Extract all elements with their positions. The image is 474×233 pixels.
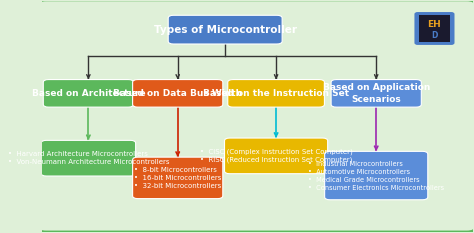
FancyBboxPatch shape xyxy=(43,79,134,107)
Text: Based on Application
Scenarios: Based on Application Scenarios xyxy=(322,83,430,104)
FancyBboxPatch shape xyxy=(168,15,282,44)
FancyBboxPatch shape xyxy=(41,140,136,176)
FancyBboxPatch shape xyxy=(331,79,421,107)
FancyBboxPatch shape xyxy=(133,157,223,199)
FancyBboxPatch shape xyxy=(37,0,474,232)
FancyBboxPatch shape xyxy=(416,13,454,44)
Text: •  CISC (Complex Instruction Set Computer)
•  RISC (Reduced Instruction Set Comp: • CISC (Complex Instruction Set Computer… xyxy=(200,148,353,163)
FancyBboxPatch shape xyxy=(419,15,449,42)
Text: •  8-bit Microcontrollers
•  16-bit Microcontrollers
•  32-bit Microcontrollers: • 8-bit Microcontrollers • 16-bit Microc… xyxy=(134,167,221,189)
Text: D: D xyxy=(431,31,438,40)
Text: EH: EH xyxy=(428,20,441,29)
Text: Based on the Instruction Set: Based on the Instruction Set xyxy=(203,89,349,98)
FancyBboxPatch shape xyxy=(225,138,328,174)
Text: Types of Microcontroller: Types of Microcontroller xyxy=(154,25,297,35)
Text: •  Industrial Microcontrollers
•  Automotive Microcontrollers
•  Medical Grade M: • Industrial Microcontrollers • Automoti… xyxy=(308,161,444,191)
FancyBboxPatch shape xyxy=(325,151,428,200)
FancyBboxPatch shape xyxy=(133,79,223,107)
Text: •  Harvard Architecture Microcontrollers
•  Von-Neumann Architecture Microcontro: • Harvard Architecture Microcontrollers … xyxy=(8,151,169,165)
Text: Based on Architecture: Based on Architecture xyxy=(32,89,145,98)
Text: Based on Data Bus Width: Based on Data Bus Width xyxy=(113,89,242,98)
FancyBboxPatch shape xyxy=(228,79,324,107)
